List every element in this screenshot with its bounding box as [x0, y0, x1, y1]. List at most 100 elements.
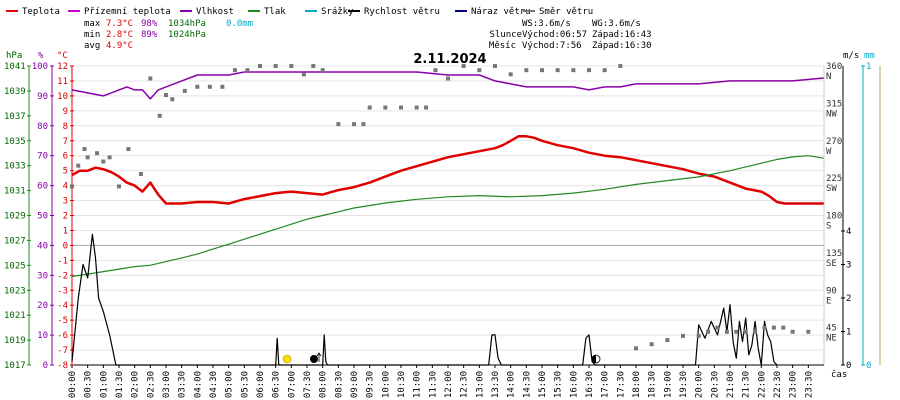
wind-axis-label: m/s: [843, 51, 859, 61]
time-tick-label: 16:30: [585, 371, 595, 398]
humidity-tick-label: 70: [37, 152, 48, 162]
time-tick-label: 15:30: [554, 371, 564, 398]
time-tick-label: 20:30: [710, 371, 720, 398]
direction-cardinal-label: W: [826, 147, 832, 157]
direction-cardinal-label: NW: [826, 109, 837, 119]
wind-tick-label: 3: [846, 261, 851, 271]
pressure-line: [71, 155, 824, 278]
direction-point: [706, 329, 711, 334]
direction-point: [220, 84, 225, 89]
direction-point: [85, 155, 90, 160]
direction-point: [753, 329, 758, 334]
direction-point: [743, 329, 748, 334]
pressure-tick-label: 1027: [4, 236, 26, 246]
time-axis-label: čas: [831, 369, 847, 380]
direction-point: [383, 105, 388, 110]
humidity-tick-label: 20: [37, 301, 48, 311]
time-tick-label: 05:00: [225, 371, 235, 398]
temperature-tick-label: 2: [63, 212, 68, 222]
time-tick-label: 04:00: [193, 371, 203, 398]
time-tick-label: 14:00: [507, 371, 517, 398]
humidity-tick-label: 80: [37, 122, 48, 132]
temperature-tick-label: 9: [63, 107, 68, 117]
legend-label: Směr větru: [539, 7, 593, 17]
temperature-tick-label: 6: [63, 152, 68, 162]
moon-rise-icon: [310, 355, 318, 363]
direction-point: [587, 68, 591, 73]
grid: [71, 65, 825, 366]
time-tick-label: 11:00: [413, 371, 423, 398]
time-tick-label: 10:30: [397, 371, 407, 398]
direction-point: [399, 105, 403, 110]
time-tick-label: 18:30: [648, 371, 658, 398]
time-tick-label: 06:30: [272, 371, 282, 398]
direction-point: [82, 147, 87, 152]
temperature-tick-label: 1: [63, 226, 68, 236]
stats-max-rain: 0.0mm: [226, 19, 253, 29]
pressure-tick-label: 1031: [4, 187, 26, 197]
direction-point: [301, 72, 306, 77]
direction-point: [715, 325, 720, 330]
direction-point: [634, 346, 638, 351]
temperature-tick-label: 5: [63, 167, 68, 177]
pressure-tick-label: 1029: [4, 212, 26, 222]
temperature-tick-label: -4: [57, 301, 68, 311]
time-tick-label: 08:30: [334, 371, 344, 398]
direction-point: [245, 68, 250, 73]
time-tick-label: 19:30: [679, 371, 689, 398]
time-tick-label: 19:00: [663, 371, 673, 398]
wind-wg: WG:3.6m/s: [592, 19, 641, 29]
direction-point: [311, 64, 316, 68]
stats-max-temp: 7.3°C: [106, 19, 133, 29]
rain-axis-label: mm: [864, 51, 875, 61]
direction-point: [336, 122, 341, 127]
direction-point: [164, 93, 168, 98]
series: [70, 64, 824, 366]
direction-point: [433, 68, 438, 73]
direction-point: [555, 68, 560, 73]
time-tick-label: 02:30: [146, 371, 156, 398]
humidity-tick-label: 50: [37, 212, 48, 222]
humidity-tick-label: 60: [37, 182, 48, 192]
direction-tick-label: 180: [826, 212, 842, 222]
stats-avg-temp: 4.9°C: [106, 41, 133, 51]
time-tick-label: 20:00: [695, 371, 705, 398]
pressure-tick-label: 1035: [4, 137, 26, 147]
time-tick-label: 05:30: [240, 371, 250, 398]
direction-point: [138, 171, 143, 176]
time-tick-label: 22:30: [773, 371, 783, 398]
direction-cardinal-label: S: [826, 222, 831, 232]
time-tick-label: 06:00: [256, 371, 266, 398]
direction-point: [232, 68, 237, 73]
direction-point: [540, 68, 544, 73]
direction-tick-label: 90: [826, 286, 837, 296]
temperature-tick-label: 12: [57, 62, 68, 72]
direction-point: [806, 329, 811, 334]
moon-set: Západ:16:30: [592, 41, 652, 51]
direction-point: [414, 105, 419, 110]
time-tick-label: 11:30: [428, 371, 438, 398]
wind-tick-label: 0: [846, 361, 851, 371]
direction-point: [148, 76, 153, 81]
direction-tick-label: 315: [826, 99, 842, 109]
temperature-tick-label: 8: [63, 122, 68, 132]
humidity-tick-label: 30: [37, 271, 48, 281]
direction-point: [508, 72, 513, 77]
wind-tick-label: 2: [846, 294, 851, 304]
pressure-tick-label: 1039: [4, 87, 26, 97]
sun-set: Západ:16:43: [592, 30, 652, 40]
direction-point: [157, 113, 162, 118]
temperature-tick-label: -6: [57, 331, 68, 341]
stats-max-press: 1034hPa: [168, 19, 206, 29]
sun-icon: [282, 354, 292, 364]
direction-point: [734, 329, 739, 334]
sun-rise: Východ:06:57: [522, 30, 587, 40]
direction-point: [762, 325, 767, 330]
time-tick-label: 22:00: [757, 371, 767, 398]
time-tick-label: 00:00: [68, 371, 78, 398]
wind-tick-label: 1: [846, 328, 851, 338]
direction-point: [681, 333, 685, 338]
direction-point: [70, 184, 74, 189]
direction-point: [602, 68, 607, 73]
direction-cardinal-label: N: [826, 72, 831, 82]
